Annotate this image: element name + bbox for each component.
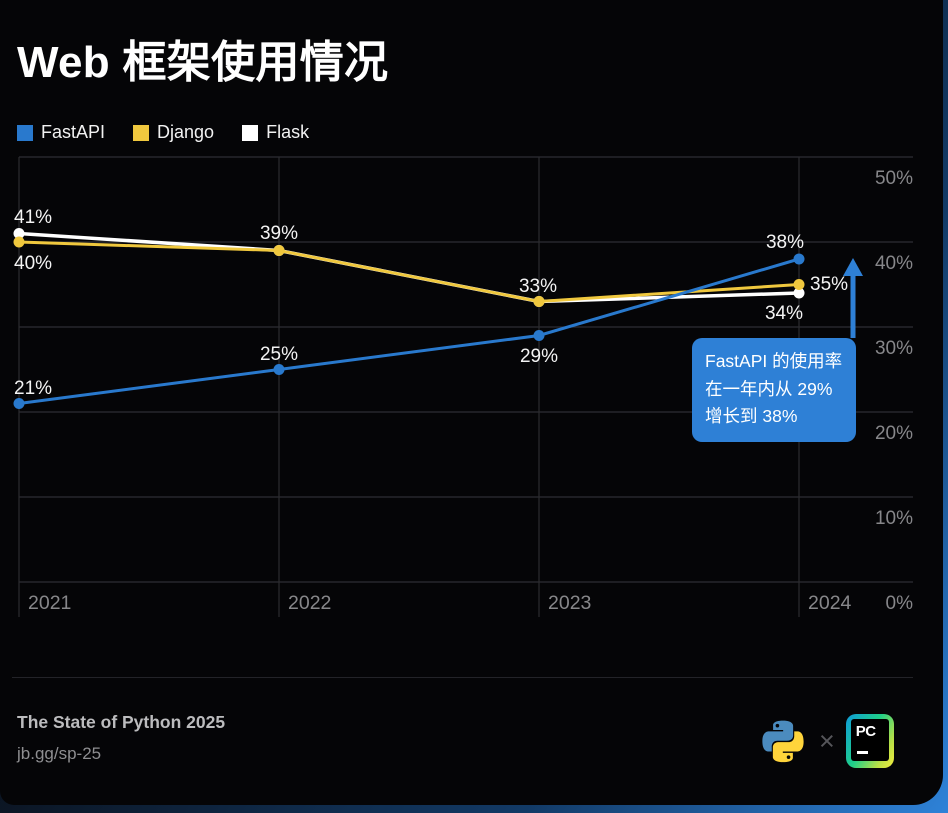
svg-text:20%: 20% bbox=[875, 423, 913, 444]
svg-text:29%: 29% bbox=[520, 346, 558, 367]
svg-text:40%: 40% bbox=[14, 253, 52, 274]
legend-item-fastapi: FastAPI bbox=[17, 122, 105, 143]
footer-link[interactable]: jb.gg/sp-25 bbox=[17, 744, 102, 763]
data-point bbox=[533, 296, 545, 307]
legend-label: Django bbox=[157, 122, 215, 142]
series-django bbox=[13, 236, 805, 307]
svg-text:50%: 50% bbox=[875, 168, 913, 189]
svg-text:40%: 40% bbox=[875, 253, 913, 274]
pycharm-logo-inner: PC bbox=[850, 719, 889, 761]
data-point bbox=[273, 245, 285, 256]
svg-text:0%: 0% bbox=[886, 593, 914, 614]
svg-text:2022: 2022 bbox=[288, 592, 331, 614]
svg-text:2023: 2023 bbox=[548, 592, 591, 614]
chart-area: 0% 10% 20% 30% 40% 50% 2021 2022 2023 2024 41% 40% 2… bbox=[0, 150, 948, 628]
svg-text:39%: 39% bbox=[260, 223, 298, 244]
footer-title: The State of Python 2025 bbox=[17, 712, 226, 732]
svg-text:2021: 2021 bbox=[28, 592, 71, 614]
svg-text:34%: 34% bbox=[765, 303, 803, 324]
series-fastapi bbox=[13, 253, 805, 409]
data-point bbox=[13, 228, 25, 239]
line-chart: 0% 10% 20% 30% 40% 50% 2021 2022 2023 2024 41% 40% 2… bbox=[13, 156, 913, 617]
data-point bbox=[793, 253, 805, 265]
annotation-callout: FastAPI 的使用率 在一年内从 29% 增长到 38% bbox=[692, 338, 856, 442]
legend-label: FastAPI bbox=[41, 122, 106, 142]
y-axis-labels: 0% 10% 20% 30% 40% 50% bbox=[875, 168, 913, 614]
data-point-labels: 41% 40% 21% 39% 25% 33% 29% 38% 35% 34% bbox=[14, 207, 848, 399]
svg-text:10%: 10% bbox=[875, 508, 913, 529]
legend-swatch bbox=[133, 124, 150, 141]
svg-text:33%: 33% bbox=[519, 276, 557, 297]
data-point bbox=[793, 279, 805, 290]
legend-swatch bbox=[17, 124, 33, 141]
python-logo bbox=[762, 720, 804, 762]
pycharm-logo-label: PC bbox=[855, 723, 876, 740]
data-point bbox=[13, 398, 25, 409]
pycharm-logo-dash bbox=[856, 751, 868, 754]
legend-item-django: Django bbox=[133, 122, 214, 143]
data-point bbox=[273, 364, 285, 375]
data-point bbox=[793, 287, 805, 299]
multiply-icon: × bbox=[819, 725, 835, 756]
footer-divider bbox=[12, 677, 913, 678]
svg-text:25%: 25% bbox=[260, 344, 298, 365]
svg-text:35%: 35% bbox=[810, 274, 848, 295]
series-flask bbox=[13, 228, 805, 307]
legend: FastAPI Django Flask bbox=[17, 122, 309, 143]
svg-text:30%: 30% bbox=[875, 338, 913, 359]
svg-text:21%: 21% bbox=[14, 378, 52, 399]
annotation-arrow bbox=[843, 258, 863, 338]
data-point bbox=[13, 236, 25, 248]
footer-logos: × PC bbox=[758, 710, 894, 772]
legend-swatch bbox=[242, 124, 259, 141]
legend-label: Flask bbox=[266, 122, 310, 142]
x-axis-labels: 2021 2022 2023 2024 bbox=[28, 592, 852, 614]
svg-text:2024: 2024 bbox=[808, 592, 852, 614]
page-title: Web 框架使用情况 bbox=[17, 38, 389, 87]
data-point bbox=[533, 330, 545, 341]
pycharm-logo: PC bbox=[845, 714, 894, 768]
svg-text:38%: 38% bbox=[766, 232, 804, 253]
svg-text:41%: 41% bbox=[14, 207, 52, 228]
legend-item-flask: Flask bbox=[242, 122, 309, 143]
